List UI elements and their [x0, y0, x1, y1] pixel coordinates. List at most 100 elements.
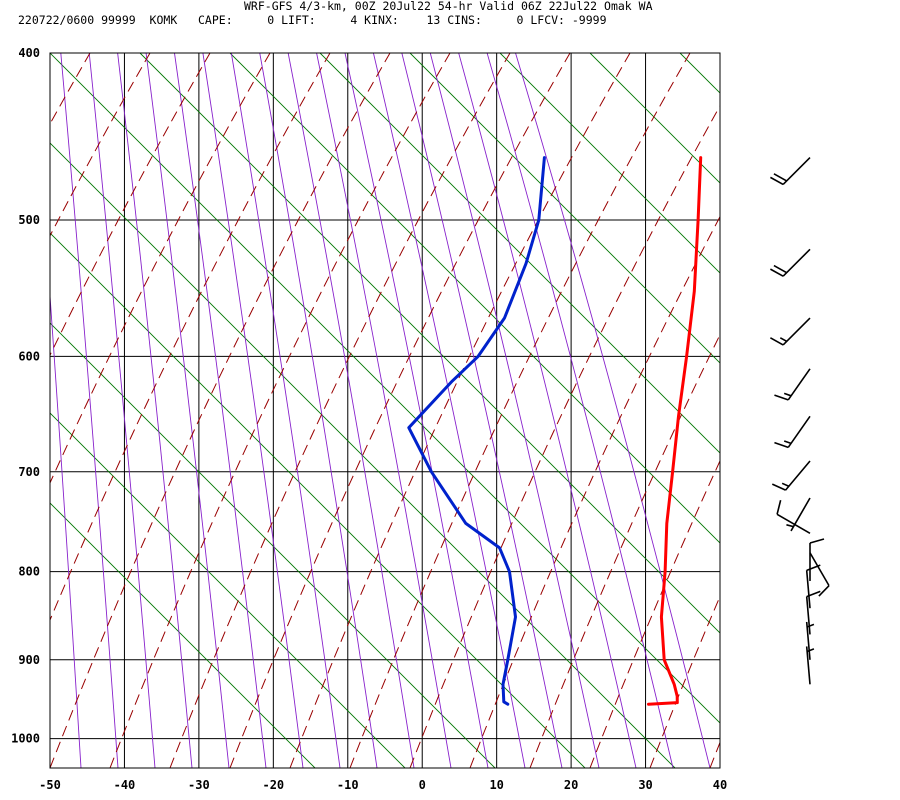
mixing-ratio-line	[50, 502, 316, 768]
moist-adiabat	[174, 53, 267, 768]
moist-adiabat	[372, 53, 526, 768]
wind-barb-flag	[770, 176, 784, 186]
wind-barb-half-flag	[806, 623, 815, 628]
y-tick-label: 800	[18, 565, 40, 579]
wind-barb	[805, 564, 821, 609]
wind-barb	[805, 646, 815, 685]
wind-barb-half-flag	[806, 648, 815, 653]
moist-adiabat	[344, 53, 489, 768]
wind-barb-flag	[774, 441, 789, 449]
mixing-ratio-line	[229, 53, 720, 544]
wind-barb	[805, 621, 815, 660]
moist-adiabat	[145, 53, 230, 768]
x-tick-label: 30	[638, 778, 652, 792]
wind-barb	[770, 248, 811, 277]
mixing-ratio-line	[589, 53, 720, 184]
wind-barb-flag	[774, 394, 789, 401]
moist-adiabat	[259, 53, 378, 768]
wind-barb	[786, 497, 811, 532]
x-tick-labels: -50 -40 -30 -20 -10 0 10 20 30 40	[39, 778, 727, 792]
x-tick-label: 0	[419, 778, 426, 792]
wind-barb	[770, 157, 811, 186]
y-tick-label: 500	[18, 213, 40, 227]
wind-barb-staff	[809, 552, 830, 587]
x-tick-label: -10	[337, 778, 359, 792]
wind-barbs	[770, 157, 830, 685]
wind-barb-staff	[787, 368, 811, 401]
x-tick-label: -40	[114, 778, 136, 792]
dry-adiabat	[589, 459, 720, 768]
y-tick-label: 700	[18, 465, 40, 479]
moist-adiabat	[486, 53, 674, 768]
dry-adiabat	[469, 215, 720, 768]
dry-adiabat	[50, 53, 91, 125]
dry-adiabat	[709, 741, 720, 768]
wind-barb-half-flag	[786, 524, 794, 528]
mixing-ratio-line	[50, 412, 406, 768]
wind-barb	[774, 368, 811, 401]
dry-adiabat	[289, 53, 631, 768]
mixing-ratio-line	[50, 53, 720, 724]
mixing-ratio-line	[319, 53, 720, 454]
wind-barb-flag	[818, 585, 830, 597]
x-tick-label: 10	[489, 778, 503, 792]
dry-adiabat	[50, 53, 151, 237]
wind-barb-flag	[806, 590, 821, 598]
profile-series	[407, 156, 703, 706]
y-tick-label: 600	[18, 349, 40, 363]
x-tick-label: 20	[564, 778, 578, 792]
wind-barb-staff	[782, 157, 811, 186]
chart-title: WRF-GFS 4/3-km, 00Z 20Jul22 54-hr Valid …	[244, 0, 653, 13]
wind-barb-half-flag	[779, 337, 788, 343]
wind-barb	[774, 415, 811, 449]
mixing-ratio-line	[679, 53, 720, 94]
dry-adiabat	[109, 53, 451, 768]
wind-barb-staff	[805, 646, 811, 685]
wind-barb-staff	[782, 317, 811, 346]
dry-adiabat	[349, 53, 691, 768]
wind-barb-flag	[806, 564, 821, 572]
moist-adiabat	[0, 53, 7, 768]
wind-barb	[809, 538, 825, 581]
dry-adiabat	[50, 53, 211, 357]
wind-barb-flag	[773, 173, 788, 182]
moist-adiabat	[117, 53, 193, 768]
mixing-ratio-line	[50, 142, 676, 768]
temperature-profile-line	[647, 156, 703, 706]
wind-barb-flag	[770, 268, 784, 277]
moist-adiabat	[50, 289, 82, 768]
wind-barb-staff	[784, 460, 811, 491]
moist-adiabat	[401, 53, 563, 768]
mixing-ratio-line	[50, 322, 496, 768]
wind-barb-half-flag	[783, 440, 792, 445]
reference-lines	[0, 53, 900, 768]
x-tick-label: -20	[262, 778, 284, 792]
wind-barb-flag	[770, 337, 784, 346]
wind-barb-staff	[805, 596, 811, 635]
wind-barb-staff	[805, 621, 811, 660]
mixing-ratio-line	[139, 53, 720, 634]
wind-barb	[771, 460, 811, 491]
moist-adiabat	[60, 53, 119, 768]
wind-barb	[770, 317, 811, 346]
y-tick-label: 900	[18, 653, 40, 667]
dry-adiabat-lines	[50, 53, 900, 768]
moist-adiabat-lines	[0, 53, 711, 768]
wind-barb-half-flag	[781, 482, 790, 487]
mixing-ratio-line	[499, 53, 720, 274]
dry-adiabat	[50, 53, 271, 485]
moist-adiabat	[230, 53, 341, 768]
y-tick-labels: 400 500 600 700 800 900 1000	[11, 46, 40, 746]
moist-adiabat	[287, 53, 415, 768]
dry-adiabat	[770, 53, 900, 768]
moist-adiabat	[429, 53, 600, 768]
y-tick-label: 400	[18, 46, 40, 60]
dry-adiabat	[169, 53, 511, 768]
moist-adiabat	[458, 53, 637, 768]
y-tick-label: 1000	[11, 732, 40, 746]
dry-adiabat	[409, 104, 720, 768]
wind-barb	[809, 552, 830, 597]
x-tick-label: -30	[188, 778, 210, 792]
dry-adiabat	[830, 53, 900, 768]
